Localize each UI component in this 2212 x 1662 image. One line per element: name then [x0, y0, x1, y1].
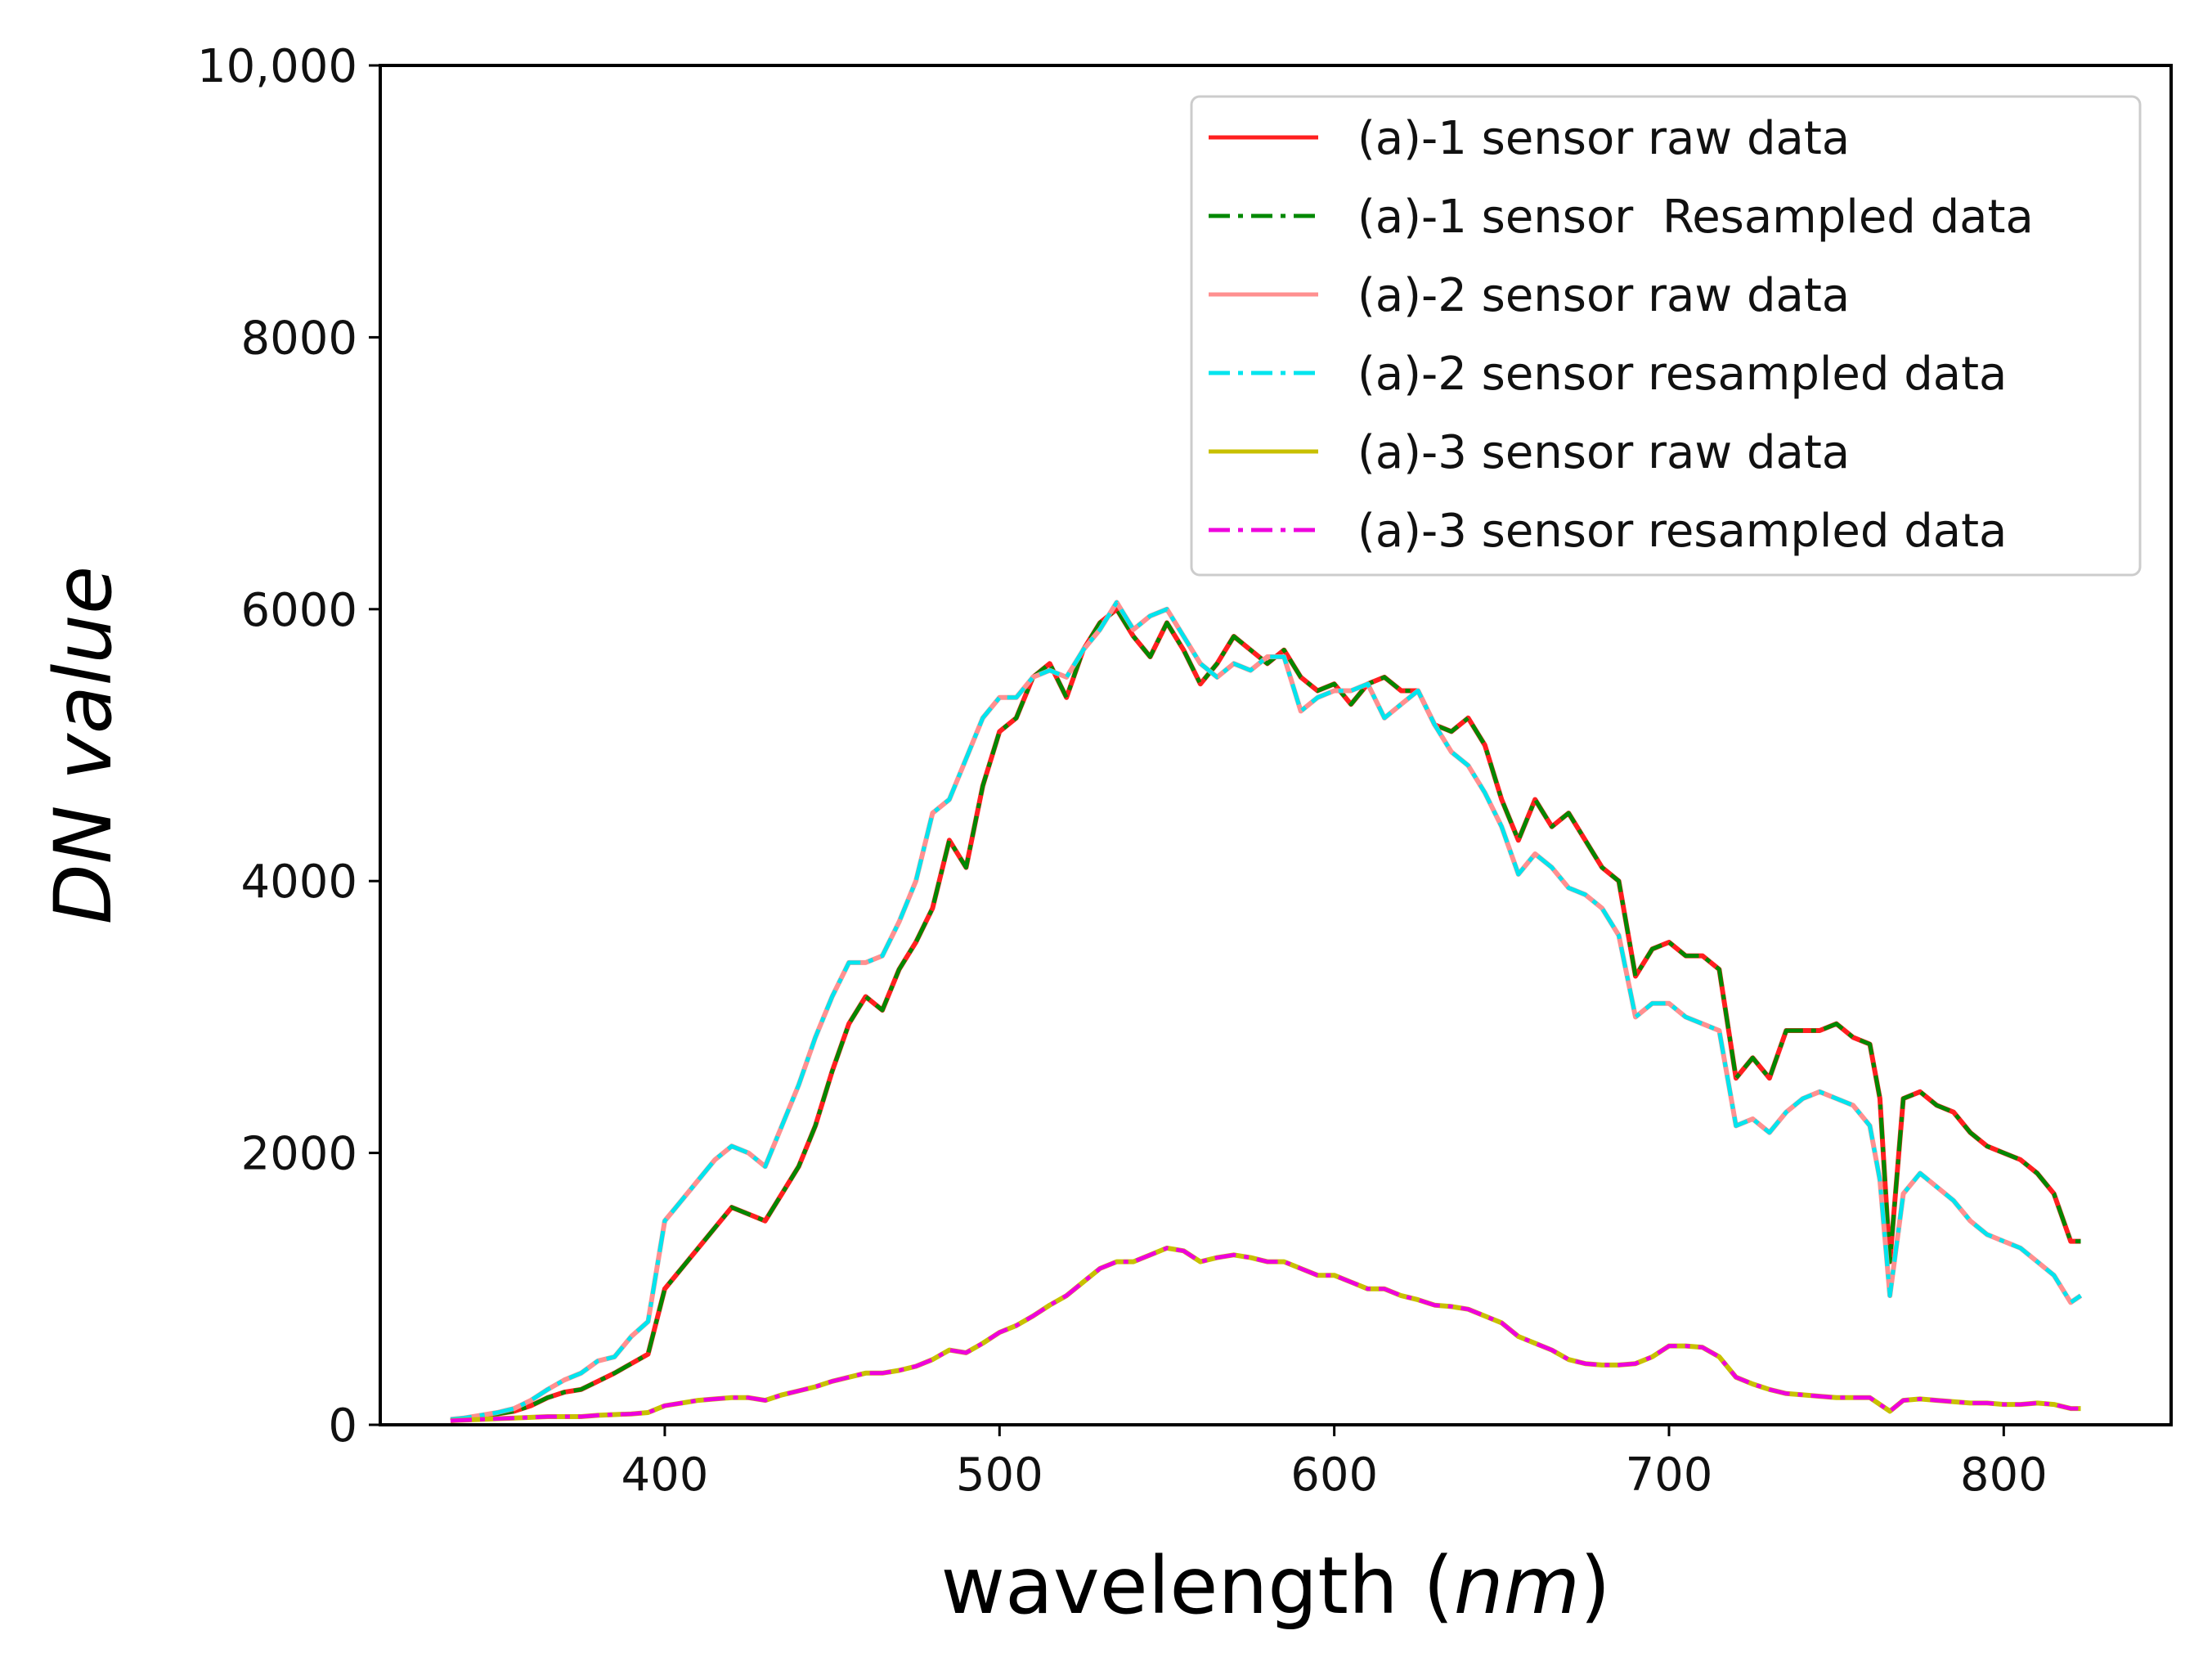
y-axis-title: DN value [38, 566, 129, 924]
x-tick-label: 800 [1960, 1449, 2048, 1502]
y-tick-label: 2000 [240, 1128, 357, 1181]
y-tick-label: 10,000 [197, 40, 357, 93]
x-axis: 400 500 600 700 800 [621, 1425, 2048, 1502]
x-tick-label: 500 [956, 1449, 1043, 1502]
series-line-1 [450, 606, 2081, 1423]
legend-item-5: (a)-3 sensor raw data [1209, 426, 1850, 479]
series-line-2 [450, 607, 2081, 1423]
legend-item-6: (a)-3 sensor resampled data [1209, 505, 2007, 558]
legend-item-2: (a)-1 sensor Resampled data [1209, 191, 2034, 244]
y-tick-label: 0 [328, 1399, 357, 1453]
legend-frame [1190, 95, 2142, 577]
x-axis-title: wavelength (nm) [941, 1540, 1611, 1632]
legend-items: (a)-1 sensor raw data (a)-1 sensor Resamp… [1209, 112, 2034, 558]
legend-label: (a)-1 sensor Resampled data [1357, 191, 2034, 244]
plot-area [379, 64, 2173, 1426]
series-line-6 [450, 1246, 2081, 1423]
series-line-4 [450, 600, 2082, 1422]
x-tick-label: 400 [621, 1449, 708, 1502]
y-tick-label: 8000 [240, 312, 357, 365]
legend-item-1: (a)-1 sensor raw data [1209, 112, 1850, 165]
plot-frame [379, 64, 2173, 1426]
y-axis: 0 2000 4000 6000 8000 10,000 [197, 40, 380, 1453]
x-tick-label: 700 [1626, 1449, 1713, 1502]
legend-label: (a)-3 sensor resampled data [1357, 505, 2007, 558]
x-tick-label: 600 [1290, 1449, 1378, 1502]
series-layer [450, 600, 2083, 1423]
y-tick-label: 4000 [240, 856, 357, 909]
legend-item-3: (a)-2 sensor raw data [1209, 269, 1850, 322]
series-line-5 [450, 1245, 2081, 1423]
legend-label: (a)-3 sensor raw data [1357, 426, 1850, 479]
series-line-3 [450, 600, 2083, 1422]
x-axis-title-unit: nm [1454, 1540, 1580, 1632]
legend-label: (a)-1 sensor raw data [1357, 112, 1850, 165]
y-tick-label: 6000 [240, 584, 357, 637]
legend-label: (a)-2 sensor raw data [1357, 269, 1850, 322]
legend-item-4: (a)-2 sensor resampled data [1209, 348, 2007, 401]
legend: (a)-1 sensor raw data (a)-1 sensor Resamp… [1190, 95, 2142, 577]
x-axis-title-end: ) [1580, 1540, 1610, 1632]
legend-label: (a)-2 sensor resampled data [1357, 348, 2007, 401]
x-axis-title-main: wavelength ( [941, 1540, 1454, 1632]
